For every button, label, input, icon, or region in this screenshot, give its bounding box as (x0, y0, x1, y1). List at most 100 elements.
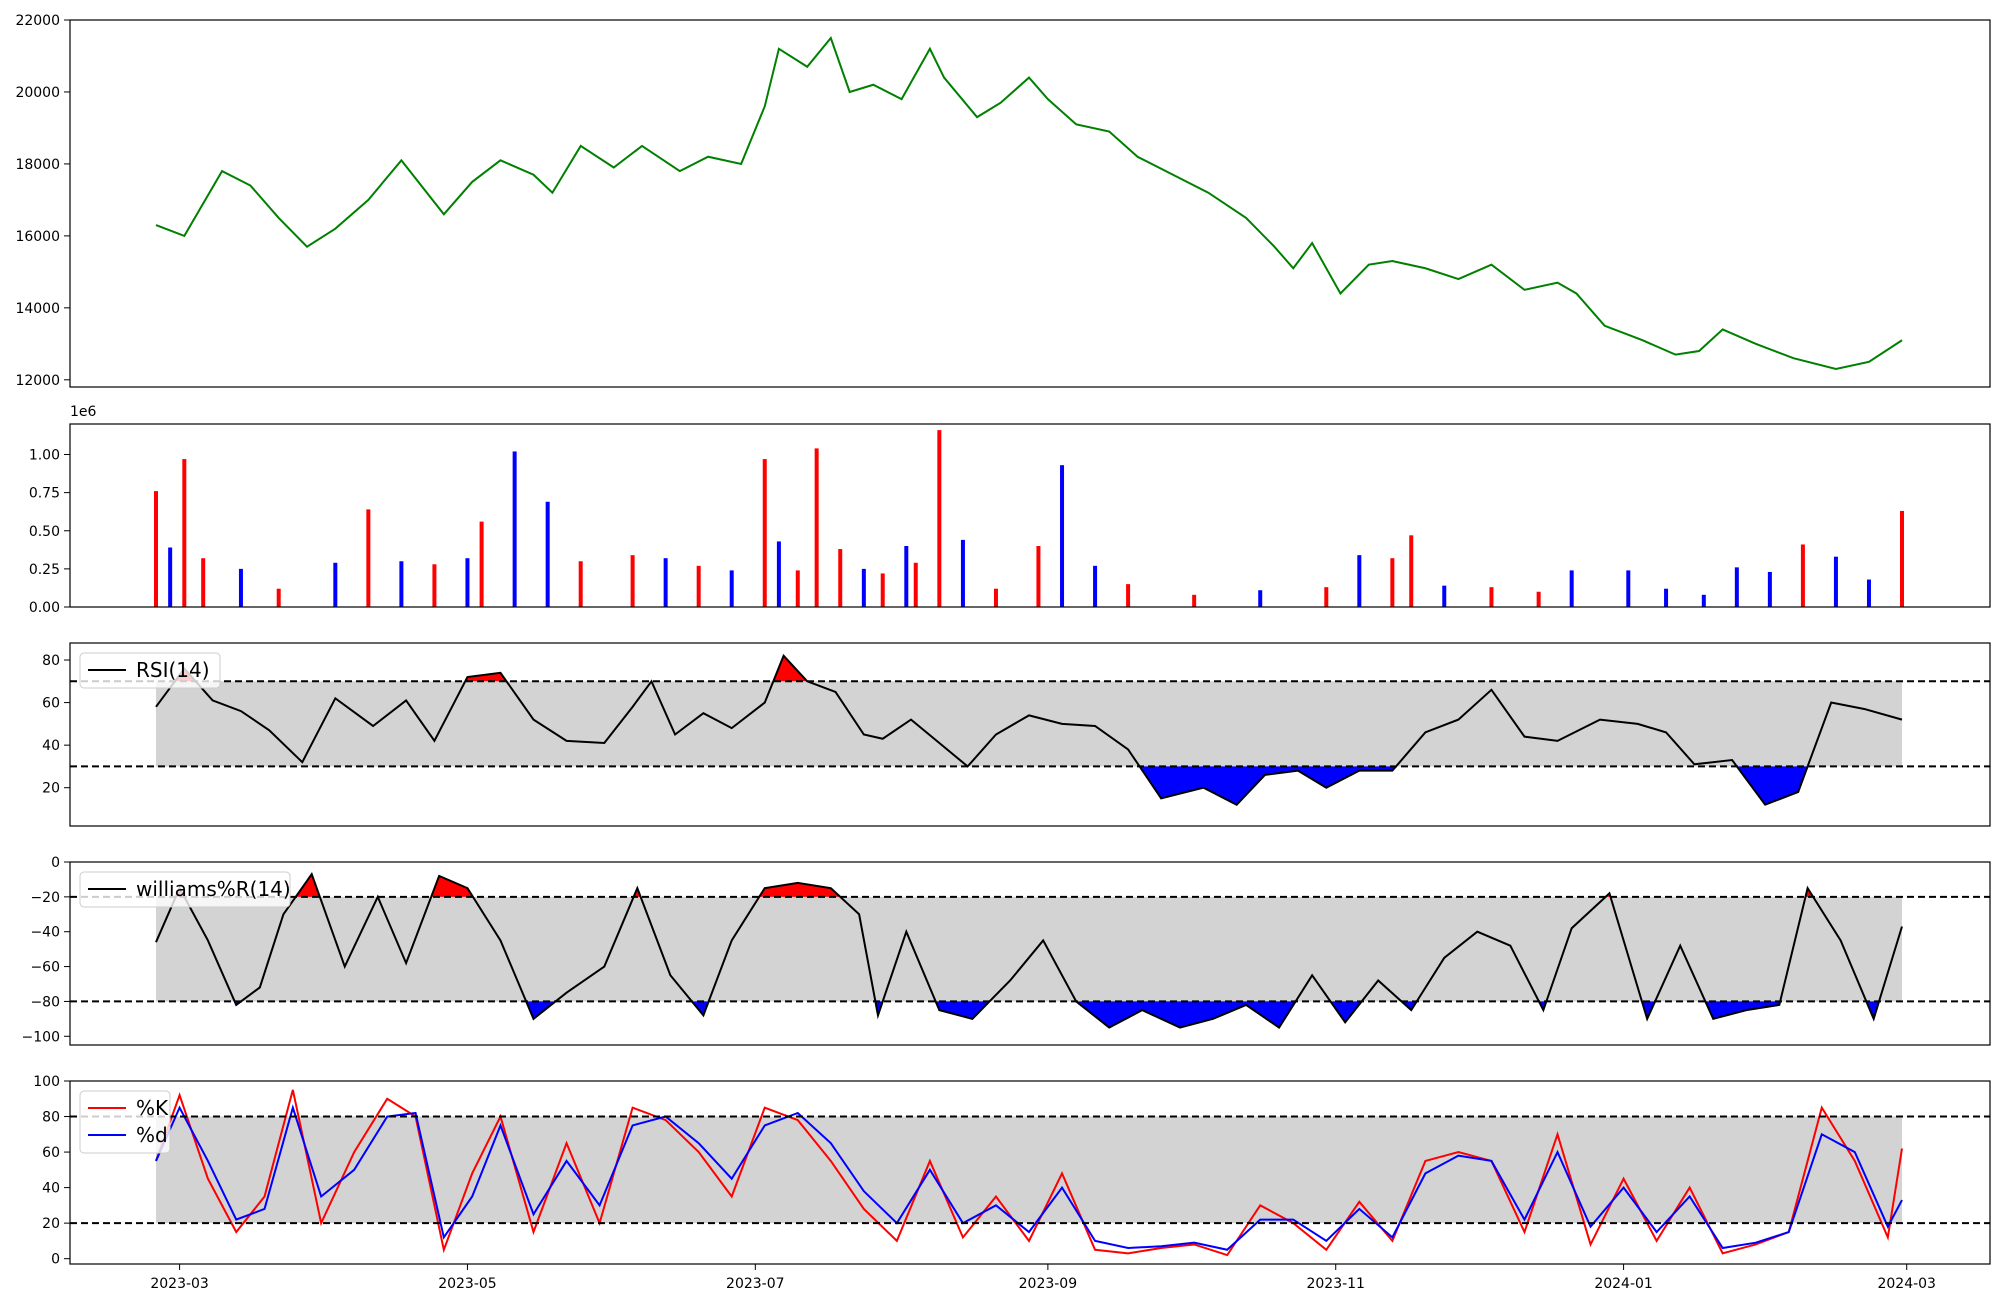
volume-bar (993, 588, 998, 607)
y-tick-label: 60 (42, 1145, 60, 1161)
y-tick-label: 22000 (15, 13, 60, 29)
x-tick-label: 2023-11 (1306, 1276, 1365, 1292)
volume-bar (182, 459, 187, 607)
y-tick-label: −20 (30, 890, 60, 906)
y-tick-label: 20 (42, 1216, 60, 1232)
x-tick-label: 2023-05 (438, 1276, 497, 1292)
price-panel: 12000 14000 16000 18000 20000 22000 (15, 13, 1991, 389)
volume-bar (663, 558, 668, 607)
williams-r-line (155, 872, 1903, 1029)
volume-bar (1569, 570, 1574, 607)
axes-frame (69, 19, 1991, 388)
neutral-band-fill (156, 1116, 1902, 1224)
y-tick-label: 14000 (15, 301, 60, 317)
volume-bar (399, 561, 404, 607)
volume-bar (1489, 587, 1494, 607)
volume-bar (1390, 558, 1395, 607)
legend-box (79, 652, 221, 689)
volume-bar (1800, 544, 1805, 607)
volume-bar (479, 521, 484, 607)
volume-bar (1126, 584, 1131, 607)
y-tick-label: 100 (33, 1074, 60, 1090)
y-tick-label: 0.00 (29, 600, 60, 616)
volume-bar (861, 568, 866, 607)
volume-bar (1324, 587, 1329, 607)
rsi-panel: 20 40 60 80 RSI(14) (42, 642, 1991, 827)
volume-bar (545, 501, 550, 607)
volume-bar (168, 547, 173, 607)
date-x-axis: 2023-03 2023-05 2023-07 2023-09 2023-11 2024-… (150, 1264, 1936, 1292)
axes-frame (69, 861, 1991, 1046)
legend-label: RSI(14) (136, 658, 210, 682)
x-tick-label: 2023-07 (726, 1276, 785, 1292)
y-tick-label: −80 (30, 994, 60, 1010)
y-tick-label: 16000 (15, 229, 60, 245)
legend-box (79, 871, 291, 908)
volume-bar (1258, 590, 1263, 607)
price-line (155, 35, 1903, 371)
volume-bar (465, 558, 470, 607)
y-tick-label: 80 (42, 653, 60, 669)
volume-bar (1900, 510, 1904, 607)
volume-bar (1192, 594, 1197, 607)
volume-bar (1664, 588, 1669, 607)
y-tick-label: 40 (42, 738, 60, 754)
y-tick-label: 20 (42, 781, 60, 797)
volume-bar (960, 539, 965, 607)
volume-bar (333, 562, 338, 607)
volume-bar (1626, 570, 1631, 607)
volume-bar (880, 573, 885, 607)
volume-bar (432, 564, 437, 607)
volume-panel: 0.00 0.25 0.50 0.75 1.00 1e6 (29, 404, 1991, 616)
volume-bar (1767, 571, 1772, 607)
volume-bar (366, 509, 371, 607)
y-tick-label: 0.25 (29, 562, 60, 578)
y-tick-label: 0.75 (29, 486, 60, 502)
volume-bar (1409, 535, 1414, 607)
volume-bar (201, 558, 206, 607)
y-tick-label: 20000 (15, 85, 60, 101)
legend-label: williams%R(14) (136, 877, 291, 901)
volume-bar (1734, 567, 1739, 607)
neutral-band-fill (156, 681, 1902, 767)
volume-bar (154, 491, 158, 607)
volume-bar (1701, 594, 1706, 607)
volume-bar (795, 570, 800, 607)
stochastic-panel: 0 20 40 60 80 100 %K %d (33, 1074, 1991, 1268)
legend-label: %d (136, 1123, 168, 1147)
volume-bar (1866, 579, 1871, 607)
volume-bar (1536, 591, 1541, 607)
volume-bar (696, 565, 701, 607)
y-tick-label: 40 (42, 1181, 60, 1197)
volume-bar (729, 570, 734, 607)
volume-bar (1060, 465, 1065, 607)
volume-bar (630, 555, 635, 607)
neutral-band-fill (156, 896, 1902, 1002)
x-tick-label: 2023-09 (1019, 1276, 1078, 1292)
y-tick-label: 0 (51, 855, 60, 871)
volume-bar (578, 561, 583, 607)
legend-label: %K (136, 1096, 169, 1120)
volume-bar (776, 541, 781, 607)
volume-bar (238, 568, 243, 607)
axes-frame (69, 1080, 1991, 1265)
y-tick-label: 80 (42, 1110, 60, 1126)
volume-bar (1357, 555, 1362, 607)
williams-r-panel: −100 −80 −60 −40 −20 0 williams%R(14) (22, 855, 1991, 1046)
volume-bar (762, 459, 767, 607)
x-tick-label: 2024-01 (1594, 1276, 1653, 1292)
volume-bar (1093, 565, 1098, 607)
y-tick-label: 18000 (15, 157, 60, 173)
volume-bar (814, 448, 819, 607)
volume-bar (512, 451, 517, 607)
y-tick-label: 12000 (15, 373, 60, 389)
y-tick-label: −100 (22, 1029, 60, 1045)
volume-bar (1442, 585, 1447, 607)
volume-bar (838, 549, 843, 607)
y-tick-label: −60 (30, 960, 60, 976)
y-tick-label: −40 (30, 925, 60, 941)
percent-d-line (155, 1104, 1903, 1251)
oversold-fill (156, 1001, 1902, 1028)
y-tick-label: 60 (42, 696, 60, 712)
